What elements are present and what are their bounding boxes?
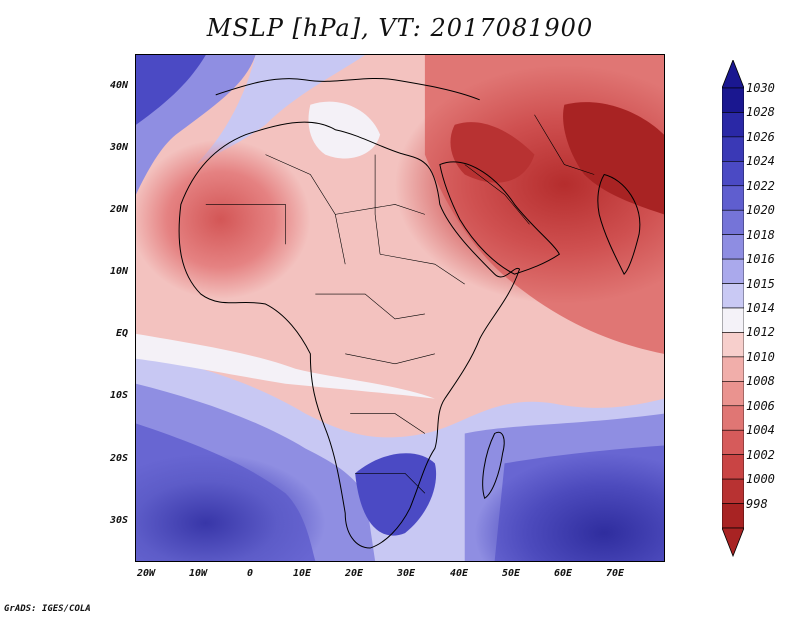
colorbar-label-1014: 1014 bbox=[746, 301, 775, 315]
colorbar-swatch-1006 bbox=[722, 405, 744, 431]
colorbar-label-1026: 1026 bbox=[746, 129, 775, 144]
lon-label: 20W bbox=[136, 568, 156, 579]
colorbar-swatch-1028 bbox=[722, 112, 744, 138]
low-sahara bbox=[131, 139, 311, 300]
colorbar-label-1018: 1018 bbox=[746, 227, 775, 242]
lon-label: 30E bbox=[396, 568, 416, 579]
lon-label: 20E bbox=[344, 568, 364, 579]
lon-label: 40E bbox=[449, 568, 469, 579]
grads-credit: GrADS: IGES/COLA bbox=[4, 604, 91, 614]
coast-india bbox=[597, 173, 641, 275]
colorbar-swatch-1020 bbox=[722, 209, 744, 235]
colorbar-arrow-top bbox=[722, 60, 744, 89]
colorbar-swatch-1015 bbox=[722, 283, 744, 309]
isobar-1014-band bbox=[136, 333, 435, 399]
colorbar-swatch-1030 bbox=[722, 87, 744, 113]
colorbar-swatch-1008 bbox=[722, 381, 744, 407]
colorbar-label-1012: 1012 bbox=[746, 325, 775, 340]
coast-europe bbox=[215, 77, 480, 101]
border bbox=[205, 204, 286, 245]
colorbar-label-1010: 1010 bbox=[746, 349, 775, 364]
colorbar-swatch-1024 bbox=[722, 161, 744, 187]
colorbar-label-1004: 1004 bbox=[746, 423, 775, 438]
lon-label: 10W bbox=[188, 568, 208, 579]
low-india-core bbox=[563, 102, 664, 215]
lat-label: 10S bbox=[109, 390, 128, 401]
colorbar-swatch-998 bbox=[722, 503, 744, 529]
isobar-1015-nw bbox=[195, 55, 366, 165]
lat-label: 10N bbox=[109, 266, 128, 277]
colorbar-label-1000: 1000 bbox=[746, 472, 775, 487]
colorbar-swatch-1004 bbox=[722, 429, 744, 455]
colorbar-swatch-1026 bbox=[722, 136, 744, 162]
lon-label: 0 bbox=[246, 568, 254, 579]
coastlines bbox=[178, 77, 641, 549]
border bbox=[345, 353, 435, 365]
colorbar-label-998: 998 bbox=[746, 496, 768, 511]
colorbar-label-1016: 1016 bbox=[746, 252, 775, 267]
borders bbox=[205, 114, 595, 494]
border bbox=[265, 154, 346, 265]
colorbar-swatch-1012 bbox=[722, 332, 744, 358]
chart-title: MSLP [hPa], VT: 2017081900 bbox=[206, 14, 594, 42]
high-azores bbox=[136, 55, 206, 125]
colorbar-label-1002: 1002 bbox=[746, 447, 775, 462]
colorbar-label-1028: 1028 bbox=[746, 105, 775, 120]
coast-africa bbox=[178, 121, 521, 549]
isobar-1014-med bbox=[308, 101, 381, 159]
border bbox=[355, 473, 426, 494]
lon-label: 50E bbox=[501, 568, 521, 579]
lat-label: 30S bbox=[109, 515, 128, 526]
colorbar-label-1020: 1020 bbox=[746, 203, 775, 218]
colorbar-swatch-1002 bbox=[722, 454, 744, 480]
colorbar bbox=[722, 60, 744, 558]
lon-label: 60E bbox=[553, 568, 573, 579]
border bbox=[534, 114, 595, 175]
colorbar-arrow-bottom bbox=[722, 527, 744, 558]
colorbar-swatch-1016 bbox=[722, 258, 744, 284]
lat-label: 30N bbox=[109, 142, 128, 153]
lat-label: EQ bbox=[115, 328, 128, 339]
colorbar-swatch-1010 bbox=[722, 356, 744, 382]
colorbar-label-1015: 1015 bbox=[746, 276, 775, 291]
high-south-atlantic bbox=[86, 453, 326, 593]
colorbar-label-1006: 1006 bbox=[746, 398, 775, 413]
coast-arabia bbox=[439, 161, 561, 275]
colorbar-label-1008: 1008 bbox=[746, 374, 775, 389]
map-frame bbox=[86, 54, 734, 613]
low-arabia-core bbox=[450, 122, 535, 183]
colorbar-swatch-1014 bbox=[722, 307, 744, 333]
colorbar-swatch-1018 bbox=[722, 234, 744, 260]
colorbar-label-1024: 1024 bbox=[746, 154, 775, 169]
colorbar-swatch-1000 bbox=[722, 478, 744, 504]
border bbox=[335, 204, 425, 215]
border bbox=[350, 413, 426, 434]
pressure-map bbox=[86, 55, 734, 613]
lat-label: 20N bbox=[109, 204, 128, 215]
lon-label: 70E bbox=[605, 568, 625, 579]
lat-label: 20S bbox=[109, 453, 128, 464]
border bbox=[380, 253, 465, 285]
colorbar-swatch-1022 bbox=[722, 185, 744, 211]
border bbox=[315, 293, 425, 320]
high-southern-africa bbox=[355, 453, 437, 536]
lon-label: 10E bbox=[292, 568, 312, 579]
border bbox=[464, 164, 530, 225]
colorbar-label-1030: 1030 bbox=[746, 81, 775, 95]
border bbox=[374, 154, 381, 255]
coast-madagascar bbox=[482, 431, 505, 500]
colorbar-label-1022: 1022 bbox=[746, 178, 775, 193]
lat-label: 40N bbox=[109, 80, 128, 91]
